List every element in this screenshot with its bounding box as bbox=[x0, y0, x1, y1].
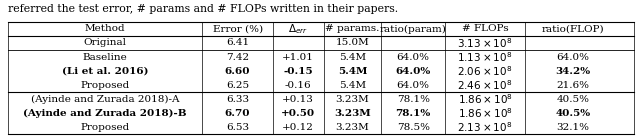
Text: -0.16: -0.16 bbox=[285, 81, 312, 90]
Text: 64.0%: 64.0% bbox=[396, 67, 431, 76]
Text: 15.0M: 15.0M bbox=[335, 38, 369, 48]
Text: # params.: # params. bbox=[325, 24, 380, 33]
Text: 64.0%: 64.0% bbox=[556, 52, 589, 62]
Text: Method: Method bbox=[84, 24, 125, 33]
Text: (Li et al. 2016): (Li et al. 2016) bbox=[62, 67, 148, 76]
Text: 6.41: 6.41 bbox=[226, 38, 249, 48]
Text: (Ayinde and Zurada 2018)-B: (Ayinde and Zurada 2018)-B bbox=[23, 109, 187, 118]
Text: 6.33: 6.33 bbox=[226, 95, 249, 104]
Text: 40.5%: 40.5% bbox=[556, 109, 591, 118]
Text: 3.23M: 3.23M bbox=[335, 95, 369, 104]
Text: $1.13 \times 10^{8}$: $1.13 \times 10^{8}$ bbox=[458, 50, 513, 64]
Text: # FLOPs: # FLOPs bbox=[462, 24, 508, 33]
Text: Proposed: Proposed bbox=[81, 123, 130, 132]
Text: 21.6%: 21.6% bbox=[556, 81, 589, 90]
Text: 3.23M: 3.23M bbox=[334, 109, 371, 118]
Text: Original: Original bbox=[83, 38, 127, 48]
Text: 78.5%: 78.5% bbox=[397, 123, 429, 132]
Text: 64.0%: 64.0% bbox=[397, 52, 429, 62]
Text: 7.42: 7.42 bbox=[226, 52, 249, 62]
Text: 32.1%: 32.1% bbox=[556, 123, 589, 132]
Text: $3.13 \times 10^{8}$: $3.13 \times 10^{8}$ bbox=[458, 36, 513, 50]
Text: 34.2%: 34.2% bbox=[556, 67, 591, 76]
Text: Error (%): Error (%) bbox=[212, 24, 262, 33]
Text: referred the test error, # params and # FLOPs written in their papers.: referred the test error, # params and # … bbox=[8, 4, 397, 14]
Text: 64.0%: 64.0% bbox=[397, 81, 429, 90]
Text: 78.1%: 78.1% bbox=[397, 95, 429, 104]
Text: $2.46 \times 10^{8}$: $2.46 \times 10^{8}$ bbox=[458, 78, 513, 92]
Text: +0.12: +0.12 bbox=[282, 123, 314, 132]
Text: ratio(FLOP): ratio(FLOP) bbox=[541, 24, 604, 33]
Text: 6.25: 6.25 bbox=[226, 81, 249, 90]
Text: $2.13 \times 10^{8}$: $2.13 \times 10^{8}$ bbox=[458, 120, 513, 134]
Text: $1.86 \times 10^{8}$: $1.86 \times 10^{8}$ bbox=[458, 106, 513, 120]
Text: 3.23M: 3.23M bbox=[335, 123, 369, 132]
Text: +0.13: +0.13 bbox=[282, 95, 314, 104]
Text: ratio(param): ratio(param) bbox=[380, 24, 447, 34]
Text: Baseline: Baseline bbox=[83, 52, 127, 62]
Text: 5.4M: 5.4M bbox=[339, 81, 366, 90]
Text: 6.53: 6.53 bbox=[226, 123, 249, 132]
Text: 78.1%: 78.1% bbox=[396, 109, 431, 118]
Text: $\Delta_{err}$: $\Delta_{err}$ bbox=[288, 22, 308, 36]
Text: 5.4M: 5.4M bbox=[338, 67, 367, 76]
Text: 40.5%: 40.5% bbox=[556, 95, 589, 104]
Text: Proposed: Proposed bbox=[81, 81, 130, 90]
Text: $1.86 \times 10^{8}$: $1.86 \times 10^{8}$ bbox=[458, 92, 513, 106]
Text: 6.60: 6.60 bbox=[225, 67, 250, 76]
Text: 5.4M: 5.4M bbox=[339, 52, 366, 62]
Text: +0.50: +0.50 bbox=[281, 109, 316, 118]
Text: (Ayinde and Zurada 2018)-A: (Ayinde and Zurada 2018)-A bbox=[31, 95, 179, 104]
Text: +1.01: +1.01 bbox=[282, 52, 314, 62]
Text: $2.06 \times 10^{8}$: $2.06 \times 10^{8}$ bbox=[458, 64, 513, 78]
Text: -0.15: -0.15 bbox=[284, 67, 313, 76]
Text: 6.70: 6.70 bbox=[225, 109, 250, 118]
